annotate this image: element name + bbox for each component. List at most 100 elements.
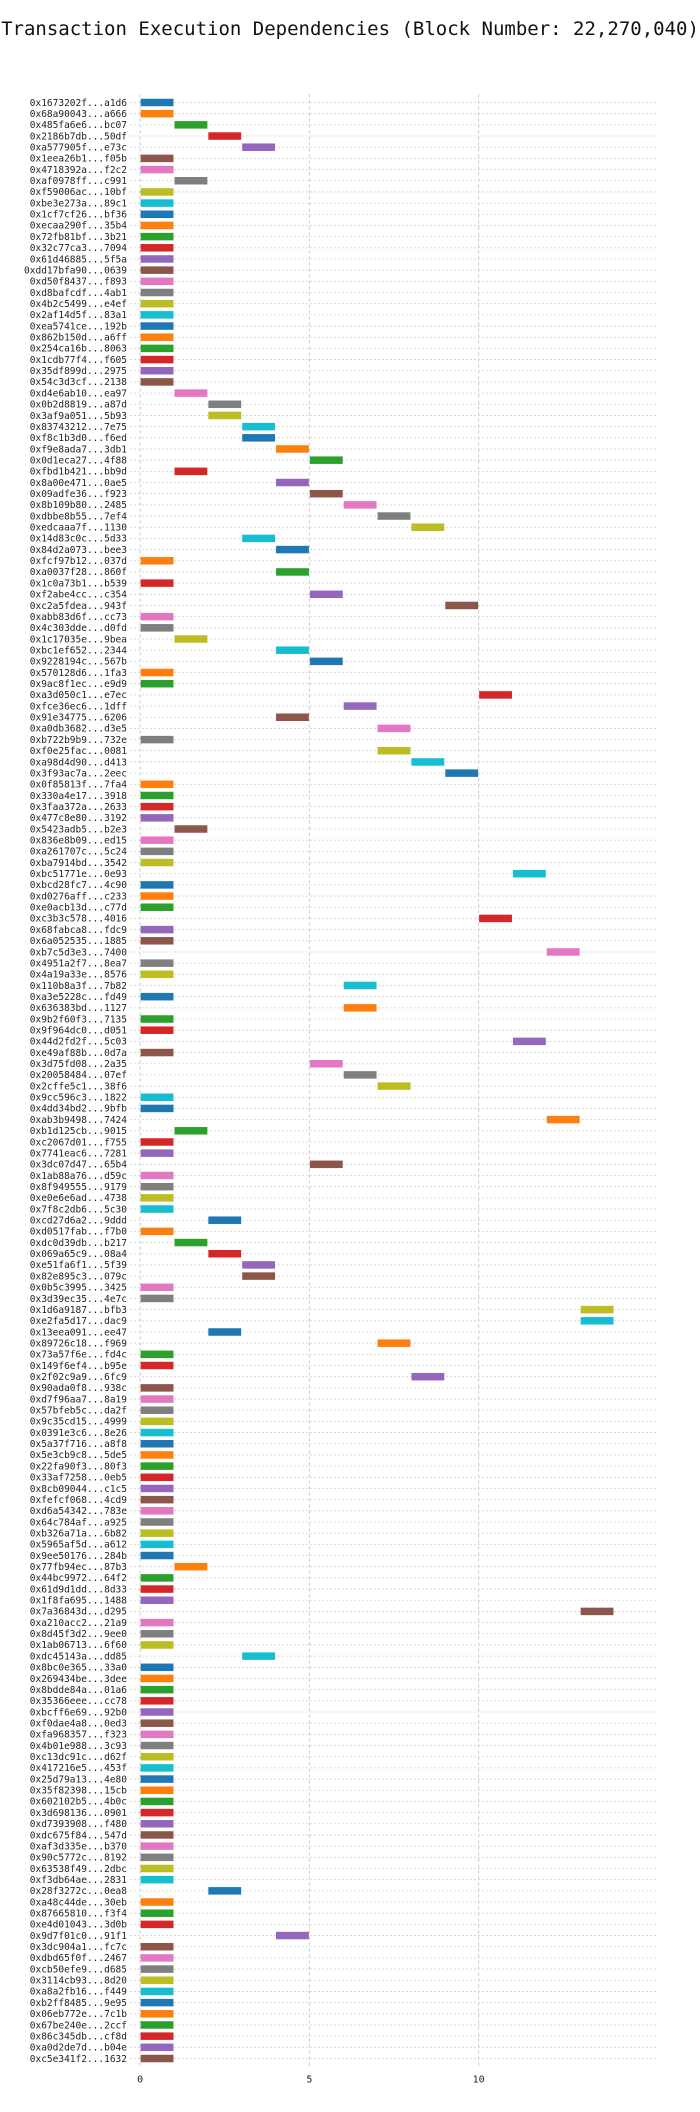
transaction-bar [140, 1540, 174, 1549]
y-tick-label: 0x8a00e471...0ae5 [30, 478, 127, 489]
y-tick-label: 0x9d7f01c0...91f1 [30, 1931, 128, 1942]
transaction-bar [174, 121, 208, 129]
y-tick-label: 0x1ab88a76...d59c [30, 1171, 127, 1182]
transaction-bar [140, 814, 174, 822]
y-tick-label: 0x862b150d...a6ff [30, 333, 127, 344]
transaction-bar [276, 445, 309, 453]
y-tick-label: 0xfcf97b12...037d [30, 556, 127, 567]
y-tick-label: 0x06eb772e...7c1b [30, 2009, 128, 2020]
transaction-bar [242, 1652, 276, 1660]
transaction-bar [377, 747, 411, 755]
y-tick-label: 0xb2ff8485...9e95 [30, 1998, 127, 2009]
y-tick-label: 0x91e34775...6206 [30, 713, 128, 724]
transaction-bar [546, 948, 580, 956]
transaction-bar [140, 1294, 174, 1303]
transaction-bar [276, 646, 309, 654]
y-tick-label: 0xf59006ac...10bf [30, 187, 127, 198]
y-tick-label: 0xcd27d6a2...9ddd [30, 1216, 127, 1227]
y-tick-label: 0xea5741ce...192b [30, 321, 128, 332]
y-tick-label: 0x22fa90f3...80f3 [30, 1461, 127, 1472]
y-tick-label: 0x14d83c0c...5d33 [30, 534, 127, 545]
transaction-bar [140, 1875, 174, 1884]
y-tick-label: 0xecaa290f...35b4 [30, 221, 128, 232]
y-tick-label: 0xf0dae4a8...0ed3 [30, 1718, 127, 1729]
transaction-bar [140, 1495, 174, 1504]
y-tick-label: 0x87665810...f3f4 [30, 1908, 128, 1919]
y-tick-label: 0xa98d4d90...d413 [30, 757, 127, 768]
transaction-bar [276, 478, 309, 487]
transaction-bar [140, 1384, 174, 1392]
transaction-bar [140, 2021, 174, 2029]
y-tick-label: 0xdc0d39db...b217 [30, 1238, 127, 1249]
y-tick-label: 0x73a57f6e...fd4c [30, 1350, 127, 1361]
y-tick-label: 0x4a19a33e...8576 [30, 970, 128, 981]
y-tick-label: 0x28f3272c...0ea8 [30, 1886, 128, 1897]
y-tick-label: 0x0391e3c6...8e26 [30, 1428, 128, 1439]
y-tick-label: 0xa577905f...e73c [30, 143, 127, 154]
transaction-bar [140, 1641, 174, 1649]
transaction-bar [140, 579, 174, 587]
transaction-bar [140, 1663, 174, 1672]
y-tick-label: 0xa0037f28...860f [30, 567, 127, 578]
y-tick-label: 0x7f8c2db6...5c30 [30, 1204, 128, 1215]
y-tick-label: 0x8b109b80...2485 [30, 500, 127, 511]
y-tick-label: 0x35366eee...cc78 [30, 1696, 128, 1707]
transaction-bar [242, 422, 276, 431]
y-tick-label: 0x35f82398...15cb [30, 1786, 128, 1797]
transaction-bar [140, 557, 174, 565]
y-tick-label: 0xcb50efe9...d685 [30, 1964, 127, 1975]
transaction-bar [140, 679, 174, 688]
y-tick-label: 0x64c784af...a925 [30, 1517, 127, 1528]
y-tick-label: 0x4c303dde...d0fd [30, 623, 127, 634]
y-tick-label: 0xfa968357...f323 [30, 1730, 127, 1741]
transaction-bar [208, 411, 242, 420]
y-tick-label: 0x9ee50176...284b [30, 1551, 128, 1562]
y-tick-label: 0xba7914bd...3542 [30, 858, 127, 869]
transaction-bar [140, 1685, 174, 1694]
transaction-bar [309, 1160, 343, 1169]
transaction-bar [140, 992, 174, 1001]
y-tick-label: 0xb1d125cb...9015 [30, 1126, 127, 1137]
y-tick-label: 0x0b2d8819...a87d [30, 400, 127, 411]
y-tick-label: 0x1c0a73b1...b539 [30, 578, 128, 589]
transaction-bar [140, 344, 174, 353]
y-tick-label: 0x3d75fd08...2a35 [30, 1059, 127, 1070]
transaction-bar [140, 1618, 174, 1627]
transaction-bar [140, 1596, 174, 1604]
chart-title: Transaction Execution Dependencies (Bloc… [1, 18, 699, 40]
y-tick-label: 0xa210acc2...21a9 [30, 1618, 128, 1629]
transaction-bar [140, 802, 174, 811]
transaction-bar [174, 635, 208, 643]
transaction-bar [140, 1182, 174, 1191]
y-tick-label: 0x1eea26b1...f05b [30, 154, 128, 165]
y-tick-label: 0x2cffe5c1...38f6 [30, 1081, 128, 1092]
y-tick-label: 0xd6a54342...783e [30, 1506, 128, 1517]
y-tick-label: 0x9b2f60f3...7135 [30, 1014, 127, 1025]
transaction-bar [377, 512, 411, 520]
y-tick-label: 0x3d698136...0901 [30, 1808, 128, 1819]
y-tick-label: 0x3f93ac7a...2eec [30, 768, 127, 779]
y-tick-label: 0xbcd28fc7...4c90 [30, 880, 128, 891]
y-tick-label: 0xc5e341f2...1632 [30, 2054, 127, 2065]
transaction-bar [140, 1942, 174, 1951]
y-tick-label: 0xb7c5d3e3...7400 [30, 947, 128, 958]
transaction-bar [445, 769, 479, 777]
y-tick-label: 0x2af14d5f...83a1 [30, 310, 128, 321]
y-tick-label: 0x1cdb77f4...f605 [30, 355, 127, 366]
transaction-bar [140, 1529, 174, 1537]
transaction-bar [242, 434, 276, 442]
y-tick-label: 0xaf3d335e...b370 [30, 1841, 128, 1852]
y-tick-label: 0x3faa372a...2633 [30, 802, 127, 813]
transaction-bar [140, 1674, 174, 1683]
transaction-bar [140, 903, 174, 912]
transaction-bar [140, 1730, 174, 1739]
y-tick-label: 0x602102b5...4b0c [30, 1797, 127, 1808]
transaction-bar [140, 188, 174, 196]
transaction-bar [512, 1037, 546, 1046]
transaction-bar [242, 534, 276, 543]
transaction-bar [377, 1339, 411, 1347]
transaction-bar [140, 612, 174, 621]
y-tick-label: 0xc13dc91c...d62f [30, 1752, 127, 1763]
transaction-bar [174, 467, 208, 476]
